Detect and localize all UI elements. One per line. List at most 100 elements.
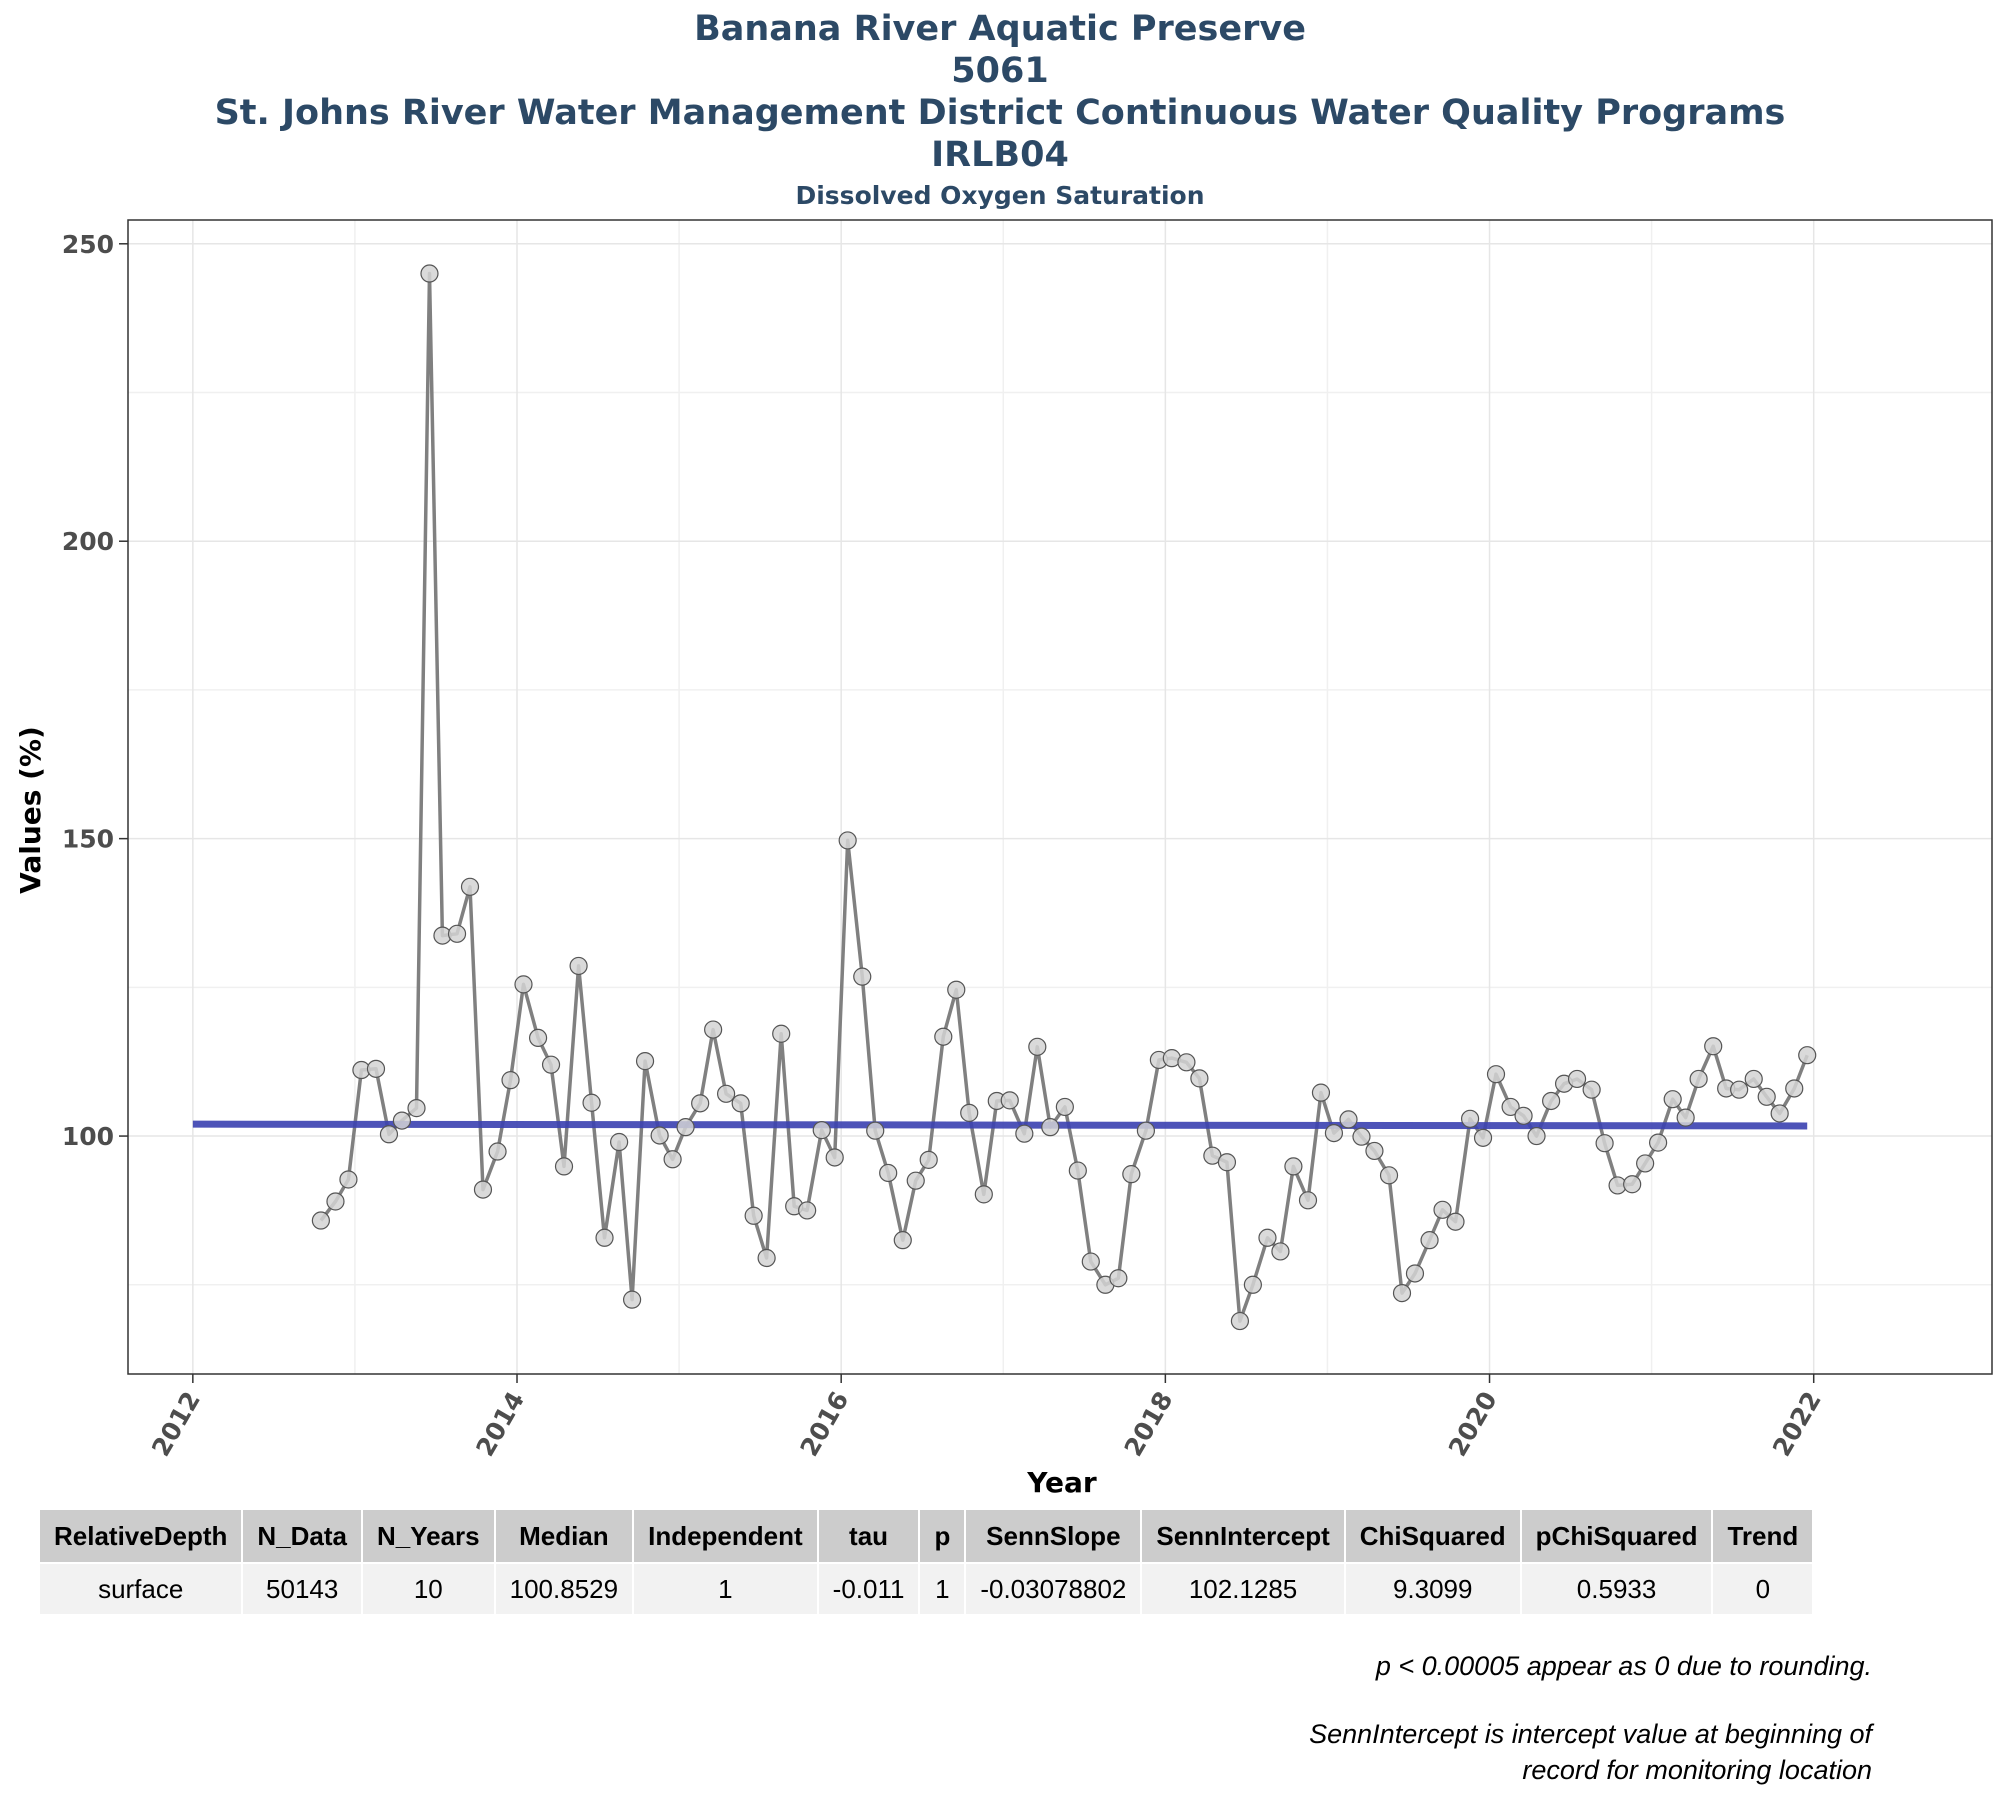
title-line-4: IRLB04 — [931, 135, 1069, 175]
col-relativedepth: RelativeDepth — [40, 1510, 244, 1563]
data-point — [1446, 1212, 1465, 1231]
line-chart: 2012 2014 2016 2018 2020 2022 100 150 200 250 Yea… — [14, 219, 1993, 1499]
data-point — [757, 1248, 776, 1268]
data-point — [1595, 1134, 1614, 1153]
data-point — [1271, 1242, 1290, 1261]
trend-line — [192, 1120, 1808, 1130]
x-tick-label: 2022 — [1767, 1387, 1827, 1462]
col-sennslope: SennSlope — [965, 1510, 1143, 1563]
data-point — [1000, 1091, 1019, 1110]
data-point — [1636, 1154, 1655, 1173]
data-point — [772, 1024, 791, 1043]
y-tick-label: 150 — [62, 825, 114, 854]
data-point — [663, 1150, 682, 1169]
col-sennintercept: SennIntercept — [1141, 1510, 1346, 1563]
data-point — [610, 1132, 629, 1152]
data-point — [919, 1150, 938, 1169]
cell-median: 100.8529 — [494, 1562, 635, 1614]
data-point — [1217, 1153, 1237, 1172]
cell-chisquared: 9.3099 — [1344, 1562, 1522, 1614]
data-point — [407, 1099, 426, 1118]
data-point — [1365, 1141, 1384, 1161]
data-point — [635, 1052, 655, 1071]
data-point — [879, 1163, 898, 1183]
col-trend: Trend — [1712, 1510, 1815, 1563]
data-point — [1055, 1097, 1074, 1117]
rounding-note: p < 0.00005 appear as 0 due to rounding. — [1375, 1651, 1872, 1681]
data-point — [1068, 1161, 1087, 1180]
data-point — [1339, 1110, 1358, 1129]
grid-lines — [128, 220, 1992, 1374]
data-point — [488, 1142, 507, 1161]
data-point — [541, 1055, 561, 1074]
data-point — [554, 1157, 574, 1176]
data-point — [473, 1180, 493, 1199]
data-point — [1623, 1175, 1642, 1194]
data-point — [853, 967, 872, 986]
data-point — [1757, 1087, 1776, 1106]
cell-sennintercept: 102.1285 — [1141, 1562, 1346, 1614]
x-tick-label: 2020 — [1443, 1387, 1503, 1462]
data-point — [1311, 1083, 1331, 1102]
data-point — [1676, 1108, 1695, 1127]
table-row: surface 50143 10 100.8529 1 -0.011 1 -0.… — [40, 1562, 1815, 1614]
cell-independent: 1 — [633, 1562, 819, 1614]
data-point — [1433, 1200, 1452, 1219]
x-tick-label: 2012 — [146, 1387, 206, 1462]
data-point — [825, 1148, 844, 1167]
axes: 2012 2014 2016 2018 2020 2022 100 150 200 250 — [62, 219, 1993, 1462]
data-point — [460, 877, 480, 896]
data-point — [1109, 1269, 1128, 1288]
data-point — [1744, 1069, 1763, 1089]
data-point — [420, 264, 439, 283]
data-point — [731, 1094, 750, 1113]
col-n-years: N_Years — [361, 1510, 496, 1563]
data-point — [311, 1211, 330, 1230]
data-point — [582, 1093, 601, 1112]
x-tick-label: 2018 — [1119, 1387, 1179, 1462]
panel-border — [127, 219, 1993, 1375]
data-point — [906, 1171, 925, 1190]
data-point — [1136, 1121, 1156, 1140]
data-point — [744, 1206, 763, 1225]
data-point — [1567, 1069, 1587, 1089]
data-point — [717, 1084, 736, 1103]
title-line-1: Banana River Aquatic Preserve — [694, 9, 1306, 49]
data-point — [1177, 1053, 1196, 1072]
intercept-note-line-2: record for monitoring location — [1522, 1755, 1872, 1785]
data-point — [1379, 1166, 1399, 1185]
data-point — [1324, 1123, 1344, 1143]
title-line-3: St. Johns River Water Management Distric… — [214, 93, 1786, 133]
data-point — [1298, 1191, 1318, 1210]
data-point — [1258, 1228, 1277, 1247]
col-median: Median — [494, 1510, 635, 1563]
data-point — [934, 1027, 953, 1046]
data-point — [1352, 1127, 1371, 1146]
chart-titles: Banana River Aquatic Preserve 5061 St. J… — [0, 8, 2000, 214]
data-point — [704, 1020, 723, 1039]
x-tick-label: 2016 — [794, 1387, 854, 1462]
cell-pchisquared: 0.5933 — [1520, 1562, 1714, 1614]
cell-trend: 0 — [1712, 1562, 1815, 1614]
intercept-note-line-1: SennIntercept is intercept value at begi… — [1309, 1719, 1872, 1749]
data-point — [1785, 1079, 1804, 1098]
data-point — [866, 1121, 885, 1140]
data-point — [812, 1121, 831, 1140]
data-point — [1405, 1264, 1425, 1283]
data-point — [1663, 1090, 1682, 1109]
col-p: p — [919, 1510, 967, 1563]
cell-tau: -0.011 — [817, 1562, 921, 1614]
table-header-row: RelativeDepth N_Data N_Years Median Inde… — [40, 1510, 1815, 1563]
data-point — [1730, 1080, 1749, 1099]
data-point — [1486, 1065, 1506, 1084]
data-point — [1527, 1126, 1546, 1146]
y-tick-label: 250 — [62, 230, 114, 259]
data-point — [1770, 1104, 1789, 1123]
data-point — [339, 1170, 358, 1189]
data-point — [1190, 1069, 1209, 1088]
data-point — [622, 1290, 642, 1309]
data-point — [1649, 1133, 1668, 1152]
col-tau: tau — [817, 1510, 921, 1563]
data-point — [960, 1103, 979, 1122]
data-point — [1501, 1097, 1520, 1117]
